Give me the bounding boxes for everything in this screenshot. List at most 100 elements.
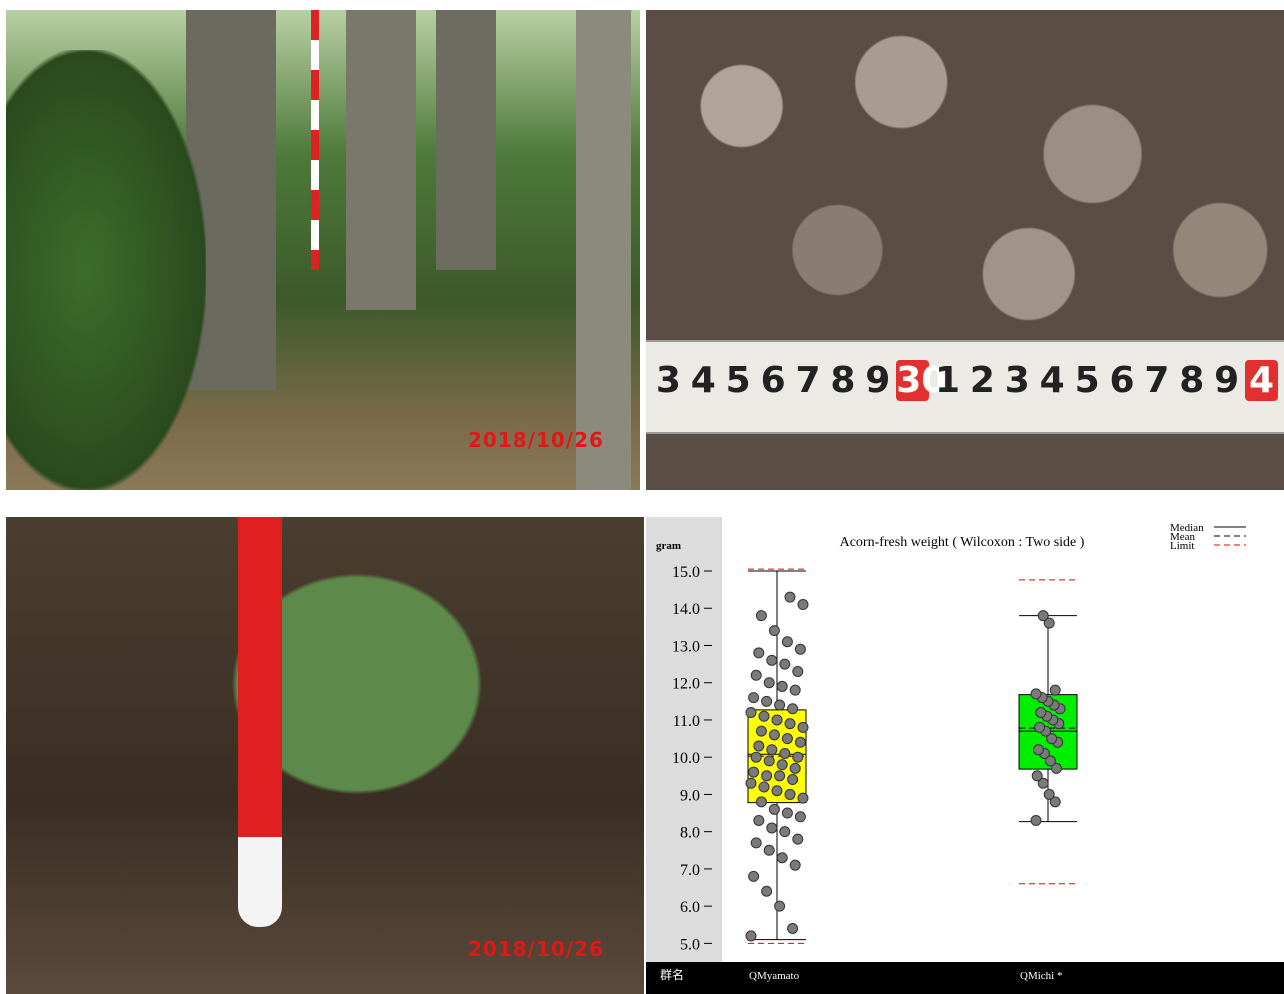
data-point: [798, 600, 808, 610]
data-point: [795, 812, 805, 822]
data-point: [772, 715, 782, 725]
data-point: [795, 737, 805, 747]
chart-title: Acorn-fresh weight ( Wilcoxon : Two side…: [840, 535, 1085, 550]
data-point: [785, 592, 795, 602]
data-point: [780, 827, 790, 837]
date-stamp: 2018/10/26: [468, 937, 604, 961]
tape-label: 30: [896, 360, 929, 401]
data-point: [769, 730, 779, 740]
data-point: [767, 823, 777, 833]
x-tick-label: QMyamato: [749, 970, 800, 982]
tape-label: 4: [1245, 360, 1278, 401]
data-point: [772, 786, 782, 796]
tape-label: 8: [826, 360, 859, 401]
data-point: [780, 659, 790, 669]
tape-label: 5: [1071, 360, 1104, 401]
data-point: [777, 681, 787, 691]
forest-photo: 2018/10/26: [6, 10, 640, 490]
box-chart: Acorn-fresh weight ( Wilcoxon : Two side…: [646, 517, 1284, 994]
data-point: [1031, 815, 1041, 825]
data-point: [769, 626, 779, 636]
data-point: [1044, 789, 1054, 799]
data-point: [785, 789, 795, 799]
group-header: 群名: [660, 967, 684, 982]
data-point: [751, 752, 761, 762]
data-point: [746, 708, 756, 718]
data-point: [788, 775, 798, 785]
tape-label: 9: [861, 360, 894, 401]
data-point: [785, 719, 795, 729]
data-point: [798, 793, 808, 803]
data-point: [1038, 611, 1048, 621]
y-tick-label: 9.0: [680, 787, 700, 804]
y-tick-label: 14.0: [672, 601, 700, 618]
data-point: [756, 611, 766, 621]
x-tick-label: QMichi *: [1020, 970, 1062, 982]
data-point: [777, 853, 787, 863]
data-point: [754, 741, 764, 751]
tape-label: 6: [757, 360, 790, 401]
legend-label: Limit: [1170, 540, 1194, 552]
y-axis-label: gram: [656, 540, 681, 552]
page: 2018/10/26 3456789301234567894 2018/10/2…: [0, 0, 1284, 994]
data-point: [788, 923, 798, 933]
data-point: [751, 670, 761, 680]
data-point: [1032, 771, 1042, 781]
data-point: [775, 771, 785, 781]
y-tick-label: 11.0: [673, 713, 700, 730]
tape-label: 9: [1210, 360, 1243, 401]
data-point: [1035, 722, 1045, 732]
data-point: [775, 700, 785, 710]
date-stamp: 2018/10/26: [468, 428, 604, 452]
y-tick-label: 15.0: [672, 564, 700, 581]
data-point: [782, 734, 792, 744]
y-tick-label: 12.0: [672, 676, 700, 693]
tape-label: 1: [931, 360, 964, 401]
data-point: [767, 745, 777, 755]
data-point: [762, 771, 772, 781]
tape-label: 7: [1140, 360, 1173, 401]
tape-label: 4: [1036, 360, 1069, 401]
tape-label: 4: [687, 360, 720, 401]
data-point: [790, 685, 800, 695]
data-point: [759, 782, 769, 792]
data-point: [793, 667, 803, 677]
tape-label: 2: [966, 360, 999, 401]
data-point: [756, 726, 766, 736]
data-point: [1031, 689, 1041, 699]
y-tick-label: 6.0: [680, 899, 700, 916]
data-point: [756, 797, 766, 807]
data-point: [780, 748, 790, 758]
seedling-photo: 2018/10/26: [6, 517, 644, 994]
data-point: [751, 838, 761, 848]
data-point: [764, 678, 774, 688]
data-point: [790, 860, 800, 870]
data-point: [1033, 745, 1043, 755]
tape-label: 3: [1001, 360, 1034, 401]
data-point: [798, 722, 808, 732]
data-point: [764, 756, 774, 766]
data-point: [759, 711, 769, 721]
tape-label: 3: [652, 360, 685, 401]
data-point: [762, 886, 772, 896]
tape-label: 5: [722, 360, 755, 401]
y-tick-label: 10.0: [672, 750, 700, 767]
y-tick-label: 13.0: [672, 638, 700, 655]
data-point: [746, 931, 756, 941]
data-point: [749, 693, 759, 703]
tape-label: 6: [1106, 360, 1139, 401]
data-point: [764, 845, 774, 855]
data-point: [749, 767, 759, 777]
data-point: [769, 804, 779, 814]
y-tick-label: 8.0: [680, 825, 700, 842]
data-point: [1036, 708, 1046, 718]
data-point: [782, 808, 792, 818]
data-point: [793, 752, 803, 762]
data-point: [746, 778, 756, 788]
tape-label: 8: [1175, 360, 1208, 401]
data-point: [788, 704, 798, 714]
data-point: [754, 815, 764, 825]
tape-label: 7: [792, 360, 825, 401]
